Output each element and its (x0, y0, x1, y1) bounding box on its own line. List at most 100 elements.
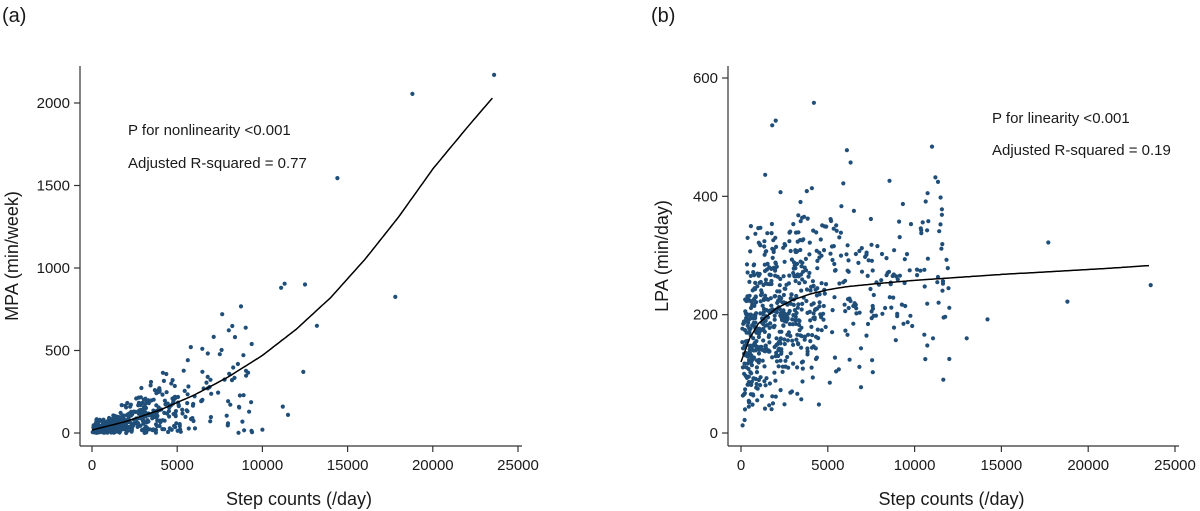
data-point (803, 256, 809, 261)
data-point (853, 251, 859, 257)
data-point (940, 242, 945, 247)
x-tick-label: 5000 (811, 457, 844, 474)
data-point (777, 329, 782, 334)
data-point (773, 118, 778, 123)
data-point (145, 420, 150, 425)
data-point (814, 248, 819, 253)
data-point (807, 240, 812, 245)
data-point (769, 231, 774, 236)
data-point (804, 298, 809, 304)
data-point (816, 402, 822, 407)
data-point (749, 360, 754, 365)
data-point (798, 219, 803, 224)
data-point (280, 404, 285, 409)
data-point (822, 291, 827, 296)
data-point (178, 429, 183, 434)
data-point (128, 404, 133, 409)
data-point (753, 231, 758, 236)
data-point (936, 300, 941, 305)
data-point (859, 246, 864, 251)
data-point (864, 252, 869, 257)
data-point (788, 333, 793, 339)
data-point (776, 364, 781, 369)
data-point (282, 281, 287, 286)
data-point (899, 302, 905, 307)
data-point (742, 417, 747, 423)
data-point (923, 357, 928, 362)
data-point (795, 391, 800, 396)
data-point (185, 401, 190, 406)
data-point (887, 178, 892, 183)
data-point (749, 382, 754, 387)
data-point (843, 278, 848, 283)
data-point (751, 376, 756, 381)
data-point (143, 396, 148, 401)
y-axis-label: LPA (min/day) (652, 200, 672, 312)
data-point (760, 347, 765, 352)
data-point (805, 346, 810, 351)
data-point (285, 412, 291, 417)
data-point (925, 256, 931, 261)
data-point (101, 417, 106, 422)
data-point (160, 370, 165, 375)
data-point (799, 334, 804, 339)
data-point (745, 294, 750, 299)
data-point (177, 424, 182, 429)
data-point (410, 91, 415, 96)
data-point (781, 323, 786, 328)
data-point (941, 377, 946, 382)
data-point (244, 373, 249, 378)
data-point (781, 308, 786, 313)
data-point (762, 379, 767, 384)
data-point (787, 239, 792, 244)
data-point (889, 305, 894, 310)
data-point (102, 430, 107, 435)
data-point (809, 186, 815, 191)
data-point (821, 248, 827, 253)
data-point (183, 414, 188, 419)
data-point (939, 246, 944, 251)
data-point (815, 286, 820, 291)
data-point (807, 270, 812, 276)
data-point (136, 395, 141, 400)
data-point (923, 199, 928, 204)
data-point (150, 428, 155, 433)
data-point (148, 379, 154, 385)
data-point (858, 346, 864, 351)
data-point (118, 410, 123, 415)
data-point (847, 357, 852, 362)
data-point (742, 319, 747, 324)
data-point (123, 426, 128, 431)
data-point (762, 364, 767, 369)
data-point (773, 294, 778, 299)
data-point (767, 340, 772, 345)
data-point (843, 309, 848, 314)
data-point (925, 301, 930, 306)
data-point (781, 292, 787, 298)
data-point (846, 305, 851, 311)
data-point (751, 336, 756, 341)
data-point (793, 318, 798, 323)
data-point (756, 360, 761, 365)
data-point (869, 309, 874, 314)
data-point (832, 295, 837, 300)
data-point (771, 265, 776, 270)
data-point (815, 258, 820, 263)
data-point (805, 216, 810, 221)
data-point (800, 359, 806, 364)
data-point (779, 349, 784, 354)
data-point (758, 279, 763, 285)
data-point (146, 401, 151, 406)
data-point (891, 325, 897, 330)
data-point (756, 240, 761, 245)
data-point (839, 204, 844, 209)
data-point (799, 345, 804, 350)
data-point (173, 409, 178, 414)
data-point (845, 332, 850, 337)
data-point (166, 409, 171, 414)
data-point (794, 310, 799, 316)
data-point (746, 404, 751, 409)
data-point (110, 420, 115, 425)
data-point (767, 403, 772, 408)
data-point (897, 219, 902, 224)
